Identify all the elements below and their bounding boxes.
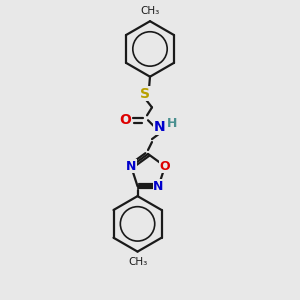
Text: N: N <box>126 160 136 173</box>
Text: H: H <box>167 117 177 130</box>
Text: N: N <box>153 180 164 193</box>
Text: CH₃: CH₃ <box>128 256 147 267</box>
Text: CH₃: CH₃ <box>140 6 160 16</box>
Text: O: O <box>119 113 131 127</box>
Text: S: S <box>140 86 150 100</box>
Text: N: N <box>154 120 166 134</box>
Text: O: O <box>160 160 170 173</box>
